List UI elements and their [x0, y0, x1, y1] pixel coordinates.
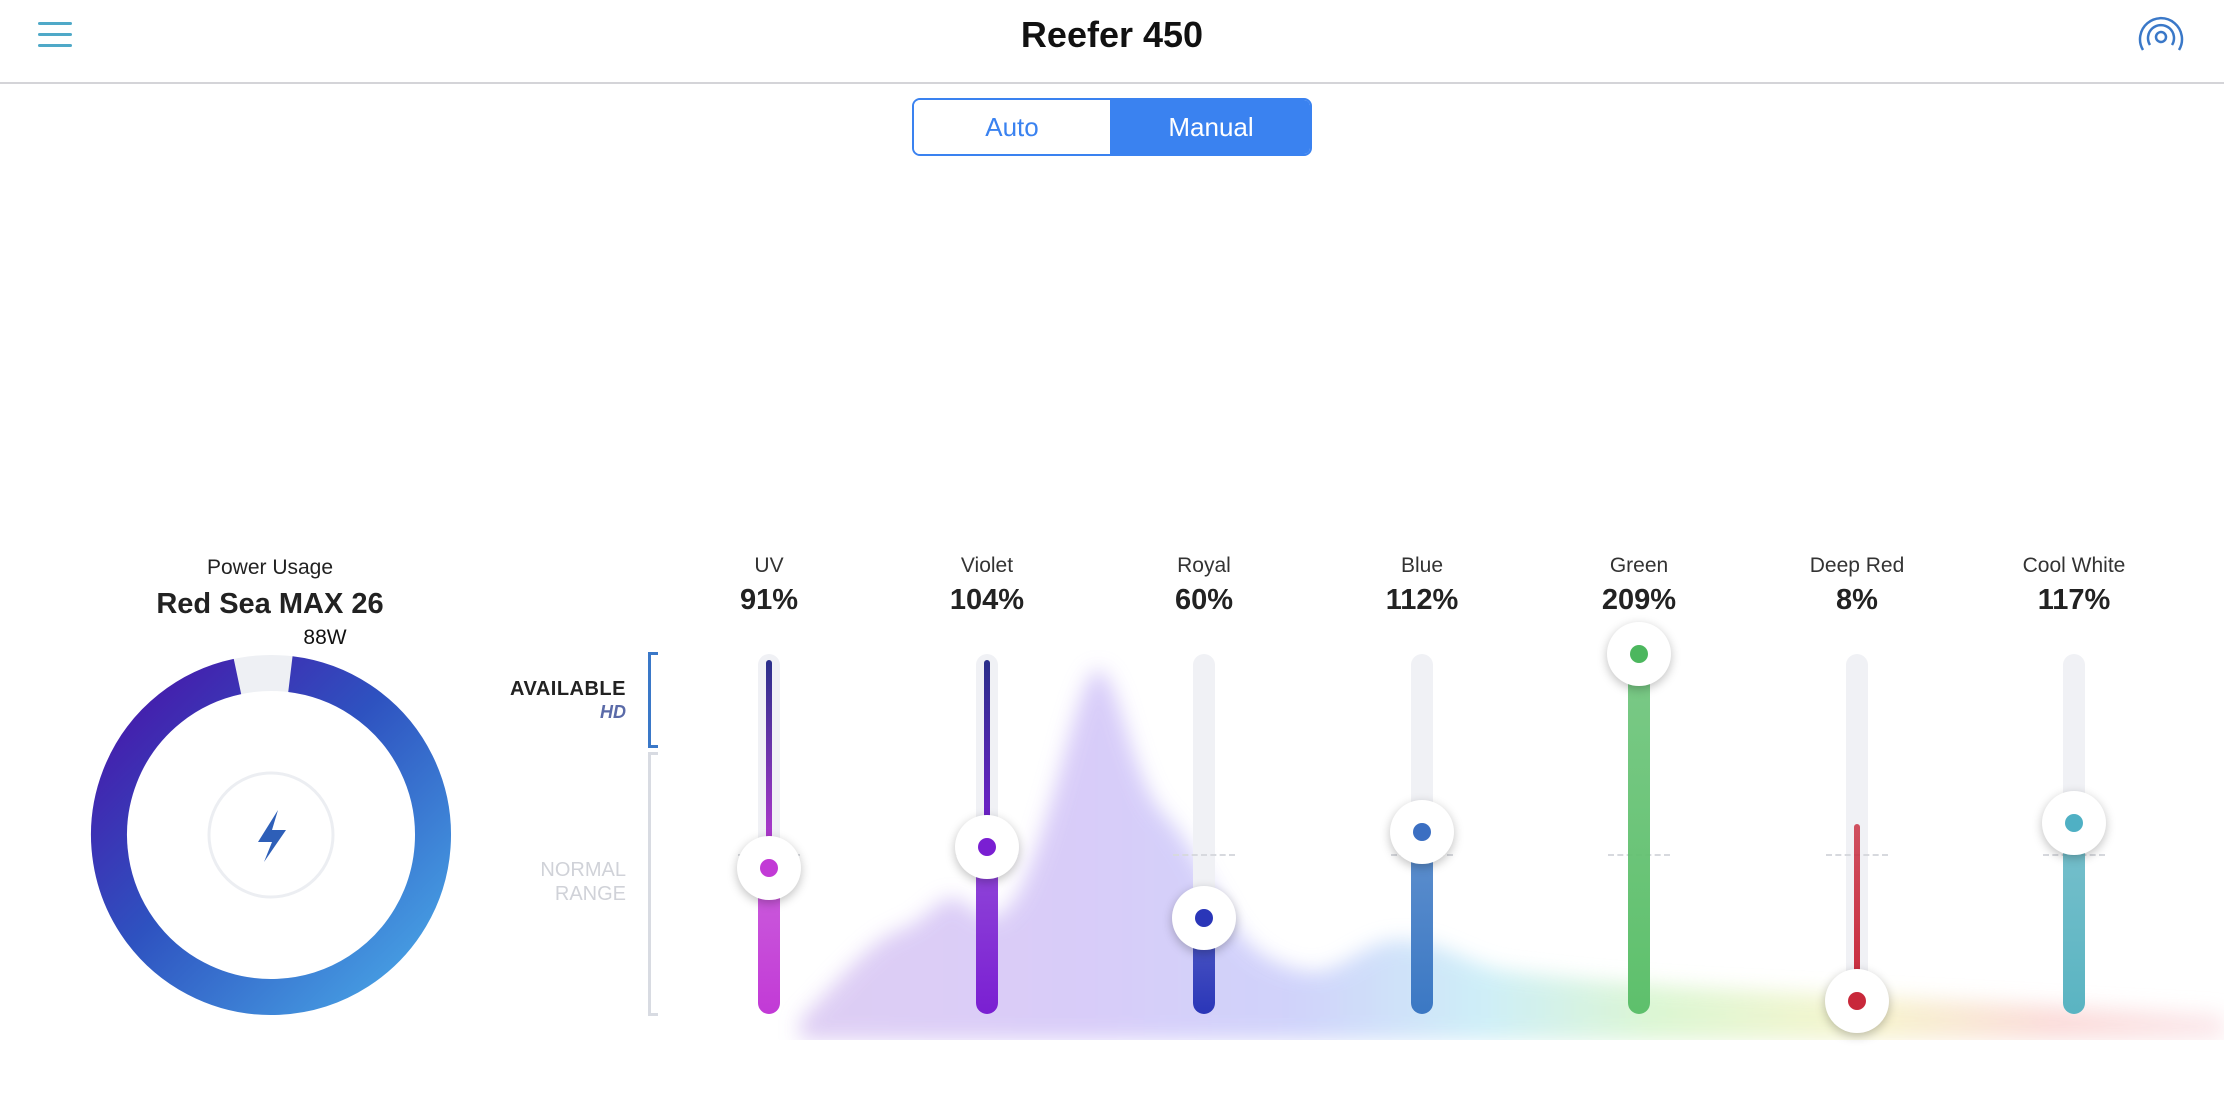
normal-range-label: NORMAL RANGE: [540, 859, 626, 905]
channel-name: Royal: [1177, 554, 1231, 577]
slider-fill: [2063, 822, 2085, 1014]
normal-range-marker: [1173, 854, 1235, 856]
slider-fill: [1628, 654, 1650, 1014]
hd-range-fill: [984, 660, 990, 847]
channel-blue: Blue 112%: [1332, 550, 1512, 1030]
slider-knob[interactable]: [1390, 799, 1454, 864]
channel-name: UV: [754, 554, 784, 577]
channel-violet: Violet 104%: [897, 550, 1077, 1030]
channel-name: Blue: [1400, 554, 1444, 577]
mode-manual-button[interactable]: Manual: [1112, 100, 1310, 154]
channel-name: Green: [1609, 554, 1669, 577]
knob-dot: [1848, 992, 1866, 1011]
slider-knob[interactable]: [737, 836, 801, 901]
slider-knob[interactable]: [1825, 969, 1889, 1034]
mode-segmented-control: Auto Manual: [912, 98, 1312, 156]
hd-logo: HD: [600, 702, 626, 722]
device-model: Red Sea MAX 26: [156, 588, 384, 620]
slider-knob[interactable]: [1607, 622, 1671, 686]
knob-dot: [1195, 909, 1213, 927]
slider-knob[interactable]: [955, 814, 1019, 879]
slider-knob[interactable]: [1172, 886, 1236, 950]
hamburger-menu-icon[interactable]: [38, 20, 72, 50]
mode-auto-button[interactable]: Auto: [914, 100, 1112, 154]
slider-fill: [1854, 824, 1860, 1002]
knob-dot: [1413, 822, 1431, 841]
channel-name: Violet: [960, 554, 1014, 577]
power-usage-arc: [91, 656, 451, 1015]
knob-dot: [1630, 645, 1648, 663]
available-bracket: [648, 652, 658, 748]
power-usage-label: Power Usage: [206, 556, 334, 579]
channel-name: Cool White: [2022, 554, 2126, 577]
available-range-label: AVAILABLE: [510, 678, 626, 700]
knob-dot: [760, 859, 778, 878]
slider-fill: [758, 868, 780, 1014]
channel-royal: Royal 60%: [1114, 550, 1294, 1030]
channel-uv: UV 91%: [679, 550, 859, 1030]
power-usage-ring: [86, 650, 456, 1020]
cloud-connection-icon[interactable]: [2136, 12, 2186, 62]
hd-range-fill: [766, 660, 772, 869]
channel-value: 104%: [949, 584, 1025, 616]
app-header: Reefer 450: [0, 0, 2224, 84]
knob-dot: [2065, 813, 2083, 832]
slider-fill: [976, 846, 998, 1014]
channel-green: Green 209%: [1549, 550, 1729, 1030]
lightning-bolt-icon: [258, 810, 286, 862]
channel-value: 60%: [1174, 584, 1234, 616]
channel-cool-white: Cool White 117%: [1984, 550, 2164, 1030]
normal-bracket: [648, 752, 658, 1016]
slider-fill: [1411, 831, 1433, 1014]
slider-knob[interactable]: [2042, 790, 2106, 855]
channel-value: 112%: [1385, 584, 1459, 616]
knob-dot: [978, 837, 996, 856]
channel-value: 91%: [739, 584, 799, 616]
page-title: Reefer 450: [1020, 14, 1204, 55]
channel-value: 209%: [1601, 584, 1677, 616]
power-watts: 88W: [303, 626, 347, 649]
channel-deep-red: Deep Red 8%: [1767, 550, 1947, 1034]
channel-value: 117%: [2037, 584, 2111, 616]
channel-name: Deep Red: [1809, 554, 1905, 577]
channel-value: 8%: [1836, 584, 1878, 616]
